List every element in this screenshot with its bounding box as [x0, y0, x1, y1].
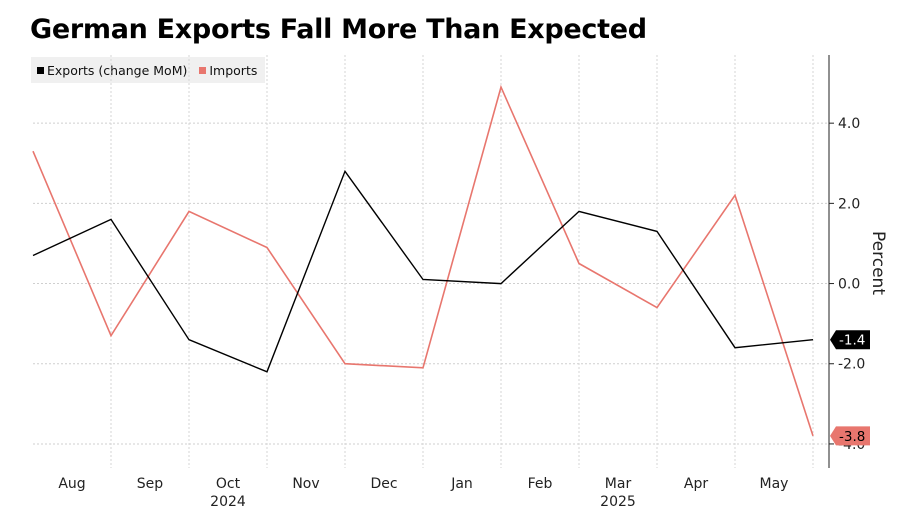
- x-tick-label: Sep: [137, 476, 164, 492]
- exports-line: [32, 169, 814, 373]
- exports-end-label: -1.4: [839, 333, 865, 349]
- exports-end-label-bg: [830, 330, 870, 350]
- legend-label-exports: Exports (change MoM): [47, 62, 188, 78]
- x-year-label: 2024: [210, 494, 246, 510]
- imports-end-label: -3.8: [839, 429, 865, 445]
- legend-swatch-exports: [37, 66, 44, 74]
- chart-title: German Exports Fall More Than Expected: [30, 14, 647, 45]
- legend-swatch-imports: [199, 66, 207, 74]
- x-tick-label: Apr: [684, 476, 708, 492]
- x-tick-label: Dec: [370, 476, 397, 492]
- x-year-label: 2025: [600, 494, 636, 510]
- imports-end-label-bg: [830, 426, 870, 446]
- y-tick-label: 4.0: [838, 116, 860, 132]
- x-tick-label: Oct: [216, 476, 241, 492]
- x-tick-label: Nov: [292, 476, 319, 492]
- legend-item-imports[interactable]: Imports: [199, 63, 257, 78]
- y-tick-label: 2.0: [838, 196, 860, 212]
- legend-item-exports[interactable]: Exports (change MoM): [37, 63, 187, 78]
- x-tick-label: Jan: [450, 476, 473, 492]
- y-axis-label: Percent: [868, 231, 888, 295]
- x-tick-label: Aug: [58, 476, 85, 492]
- x-tick-label: Mar: [605, 476, 632, 492]
- x-tick-label: Feb: [528, 476, 553, 492]
- legend-label-imports: Imports: [209, 62, 258, 78]
- y-tick-label: -2.0: [838, 357, 865, 373]
- y-tick-label: 0.0: [838, 277, 860, 293]
- legend: Exports (change MoM) Imports: [31, 57, 266, 83]
- x-tick-label: May: [760, 476, 789, 492]
